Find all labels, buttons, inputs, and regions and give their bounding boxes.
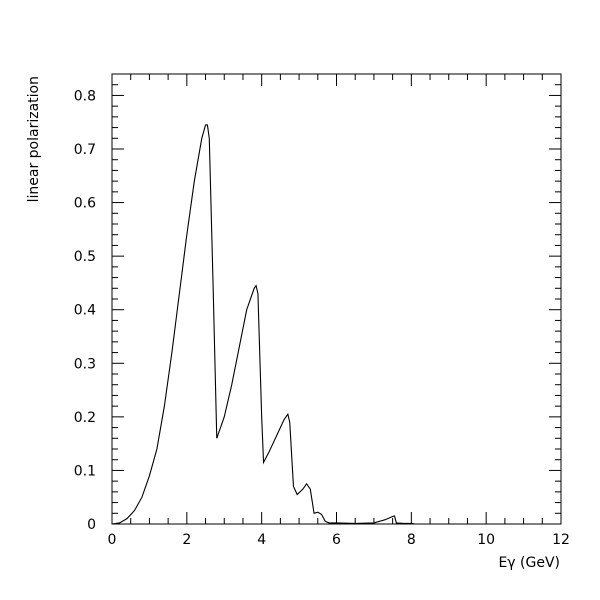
x-axis-label: Eγ (GeV) bbox=[498, 555, 560, 571]
x-tick-label: 12 bbox=[552, 532, 570, 548]
x-tick-label: 0 bbox=[108, 532, 117, 548]
series-line bbox=[111, 124, 416, 525]
x-tick-label: 10 bbox=[477, 532, 495, 548]
x-tick-label: 4 bbox=[257, 532, 266, 548]
y-tick-label: 0.8 bbox=[74, 88, 96, 104]
y-tick-label: 0.1 bbox=[74, 463, 96, 479]
y-tick-label: 0.4 bbox=[74, 303, 96, 319]
y-tick-label: 0.7 bbox=[74, 142, 96, 158]
y-tick-label: 0.5 bbox=[74, 249, 96, 265]
x-tick-label: 2 bbox=[182, 532, 191, 548]
y-axis-label: linear polarization bbox=[26, 76, 42, 202]
x-tick-label: 8 bbox=[407, 532, 416, 548]
y-tick-label: 0.2 bbox=[74, 410, 96, 426]
axis-ticks bbox=[111, 73, 562, 525]
y-tick-label: 0 bbox=[87, 517, 96, 533]
axis-tick-labels: 0 2 4 6 8 10 12 0 0.1 0.2 0.3 0.4 0.5 0.6 0.7 0.8 bbox=[74, 88, 570, 548]
y-tick-label: 0.3 bbox=[74, 356, 96, 372]
x-tick-label: 6 bbox=[332, 532, 341, 548]
y-tick-label: 0.6 bbox=[74, 196, 96, 212]
plot-frame bbox=[111, 73, 562, 525]
